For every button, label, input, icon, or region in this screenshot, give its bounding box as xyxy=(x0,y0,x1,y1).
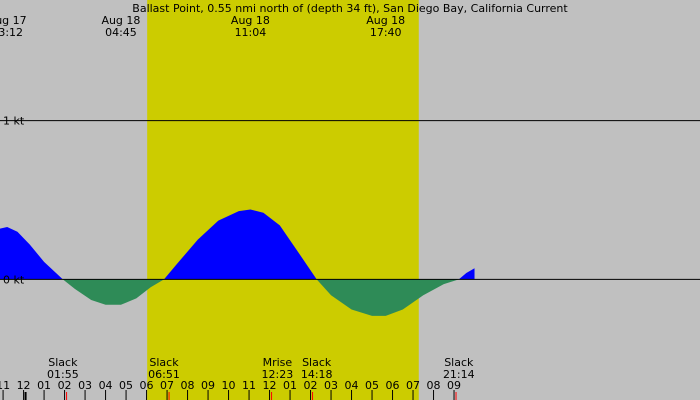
hour-tick-label: 03 xyxy=(324,379,338,392)
hour-tick-label: 04 xyxy=(345,379,359,392)
hour-tick-label: 02 xyxy=(58,379,72,392)
hour-axis: 11 12 01 02 03 04 05 06 07 08 09 10 11 12 01 02 03 04 05 06… xyxy=(0,379,461,400)
extreme-time-label: 17:40 xyxy=(370,26,402,39)
ebb-current-area xyxy=(0,279,475,316)
event-time-label: 06:51 xyxy=(148,368,180,381)
hour-tick-label: 12 xyxy=(17,379,31,392)
one-knot-label: 1 kt xyxy=(3,115,25,128)
daylight-band xyxy=(147,0,419,400)
hour-tick-label: 08 xyxy=(181,379,195,392)
event-time-label: 01:55 xyxy=(47,368,79,381)
extreme-date-label: Aug 18 xyxy=(366,14,405,27)
event-name-label: Slack xyxy=(149,356,179,369)
hour-tick-label: 06 xyxy=(140,379,154,392)
hour-tick-label: 05 xyxy=(365,379,379,392)
hour-tick-label: 03 xyxy=(78,379,92,392)
event-time-label: 12:23 xyxy=(262,368,294,381)
zero-knot-label: 0 kt xyxy=(3,273,25,286)
hour-tick-label: 06 xyxy=(386,379,400,392)
event-markers: Slack01:55Slack06:51Mrise12:23Slack14:18… xyxy=(47,356,475,381)
extreme-time-label: 04:45 xyxy=(105,26,137,39)
extreme-time-label: 23:12 xyxy=(0,26,23,39)
event-name-label: Slack xyxy=(302,356,332,369)
hour-tick-label: 05 xyxy=(119,379,133,392)
chart-title: Ballast Point, 0.55 nmi north of (depth … xyxy=(132,2,568,15)
hour-tick-label: 01 xyxy=(37,379,51,392)
hour-tick-label: 10 xyxy=(222,379,236,392)
hour-tick-label: 11 xyxy=(0,379,10,392)
event-time-label: 14:18 xyxy=(301,368,333,381)
hour-tick-label: 08 xyxy=(427,379,441,392)
extreme-date-label: Aug 17 xyxy=(0,14,27,27)
extreme-date-label: Aug 18 xyxy=(231,14,270,27)
event-name-label: Slack xyxy=(444,356,474,369)
hour-tick-label: 01 xyxy=(283,379,297,392)
event-name-label: Mrise xyxy=(263,356,293,369)
hour-tick-label: 09 xyxy=(201,379,215,392)
extreme-time-label: 11:04 xyxy=(235,26,267,39)
hour-tick-label: 07 xyxy=(160,379,174,392)
hour-tick-label: 09 xyxy=(447,379,461,392)
hour-tick-label: 07 xyxy=(406,379,420,392)
extreme-date-label: Aug 18 xyxy=(101,14,140,27)
hour-tick-label: 02 xyxy=(304,379,318,392)
event-name-label: Slack xyxy=(48,356,78,369)
flood-current-area xyxy=(0,209,475,280)
event-time-label: 21:14 xyxy=(443,368,475,381)
hour-tick-label: 11 xyxy=(242,379,256,392)
hour-tick-label: 04 xyxy=(99,379,113,392)
hour-tick-label: 12 xyxy=(263,379,277,392)
